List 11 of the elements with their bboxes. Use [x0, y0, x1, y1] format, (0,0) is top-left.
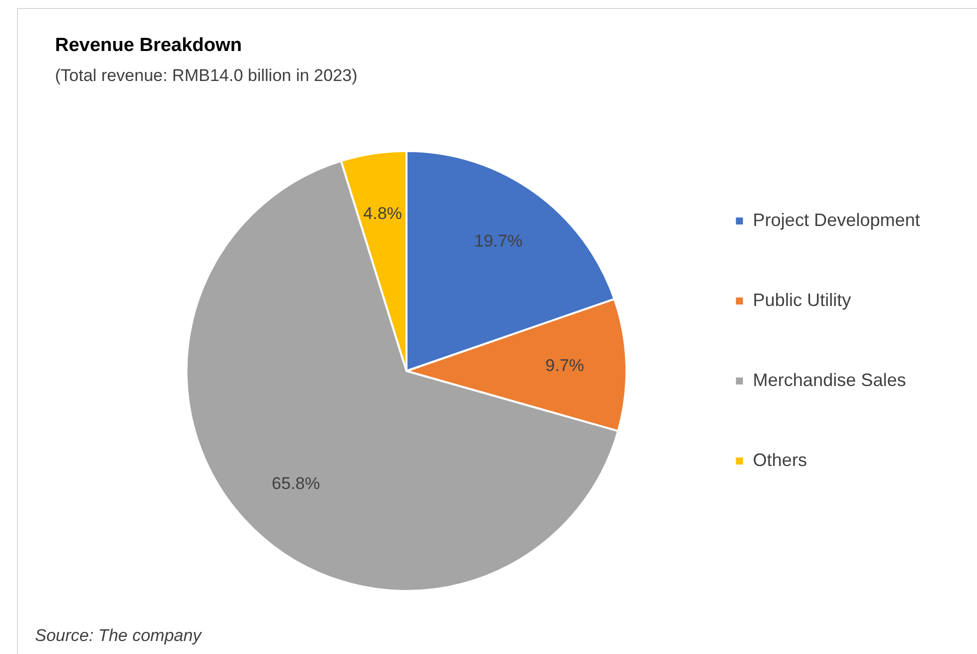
chart-subtitle: (Total revenue: RMB14.0 billion in 2023)	[55, 66, 358, 86]
legend-label: Others	[752, 450, 807, 470]
chart-title: Revenue Breakdown	[55, 35, 242, 57]
legend-label: Merchandise Sales	[752, 370, 906, 390]
legend-label: Public Utility	[752, 290, 851, 310]
data-label: 9.7%	[545, 356, 584, 376]
data-label: 4.8%	[363, 204, 402, 224]
data-label: 19.7%	[474, 232, 522, 251]
data-label: 65.8%	[272, 474, 320, 494]
legend-label: Project Development	[752, 210, 920, 230]
source-note: Source: The company	[35, 626, 202, 646]
